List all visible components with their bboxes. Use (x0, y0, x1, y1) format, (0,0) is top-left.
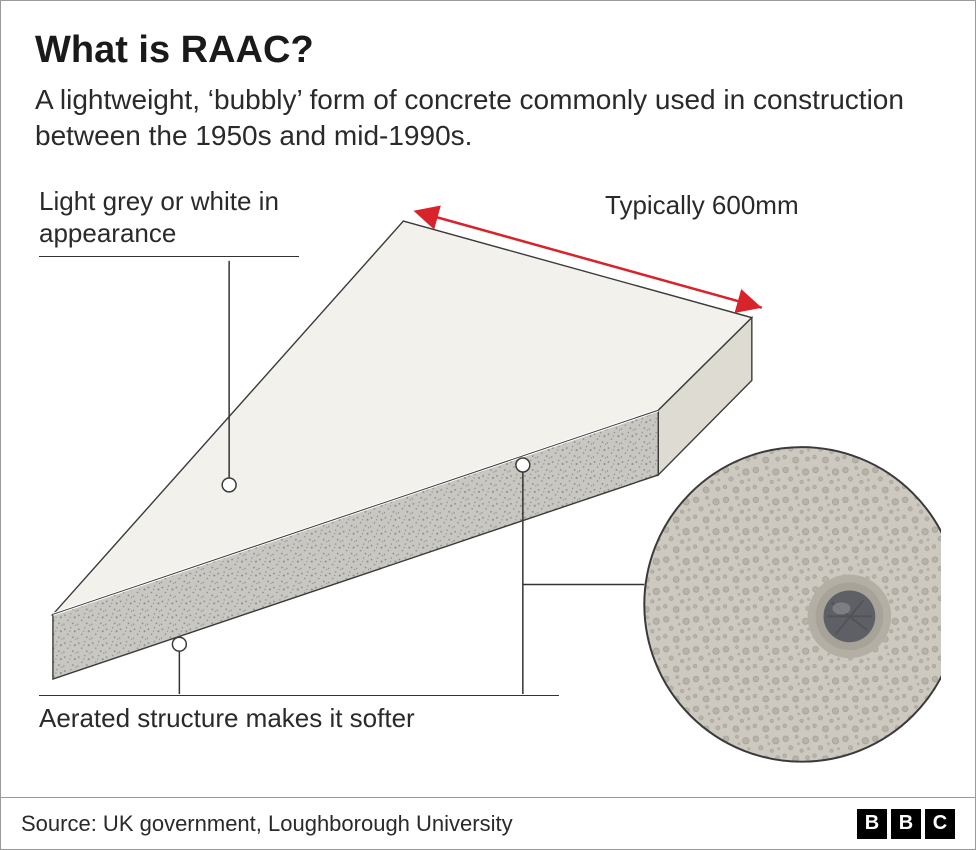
page-title: What is RAAC? (35, 29, 941, 72)
marker-front-lower (172, 637, 186, 651)
page-subtitle: A lightweight, ‘bubbly’ form of concrete… (35, 82, 915, 155)
bbc-logo: B B C (857, 809, 955, 839)
bbc-logo-b2: B (891, 809, 921, 839)
content-area: What is RAAC? A lightweight, ‘bubbly’ fo… (1, 1, 975, 765)
diagram-area: Light grey or white in appearance Typica… (35, 165, 941, 765)
marker-front-upper (516, 458, 530, 472)
bbc-logo-c: C (925, 809, 955, 839)
source-text: Source: UK government, Loughborough Univ… (21, 811, 513, 837)
footer-bar: Source: UK government, Loughborough Univ… (1, 797, 975, 849)
marker-top-surface (222, 478, 236, 492)
bbc-logo-b1: B (857, 809, 887, 839)
infographic-frame: What is RAAC? A lightweight, ‘bubbly’ fo… (0, 0, 976, 850)
detail-circle-contents (632, 435, 941, 765)
raac-diagram-svg (35, 165, 941, 765)
